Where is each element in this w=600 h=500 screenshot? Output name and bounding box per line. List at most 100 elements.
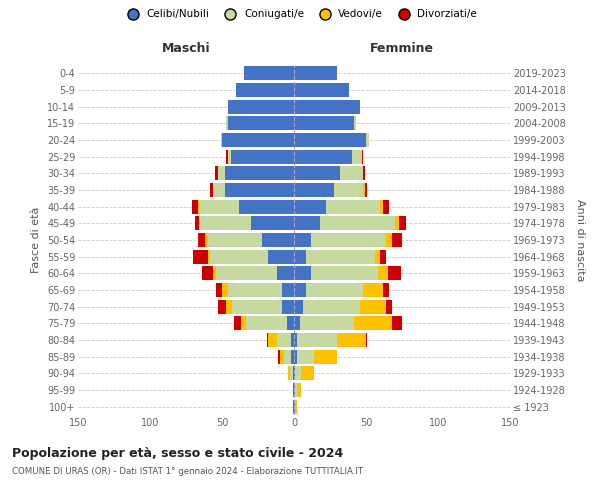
Bar (399, 216, 406, 230)
Bar (383, 283, 389, 297)
Bar (301, 366, 314, 380)
Bar (228, 116, 294, 130)
Bar (194, 216, 199, 230)
Bar (395, 216, 399, 230)
Bar (294, 150, 352, 164)
Bar (202, 266, 214, 280)
Bar (268, 250, 294, 264)
Bar (216, 266, 277, 280)
Bar (278, 350, 280, 364)
Bar (294, 266, 311, 280)
Bar (294, 250, 305, 264)
Bar (293, 400, 294, 414)
Bar (363, 183, 365, 197)
Bar (199, 200, 239, 214)
Bar (294, 350, 297, 364)
Bar (294, 233, 311, 247)
Bar (374, 250, 380, 264)
Bar (288, 366, 290, 380)
Bar (392, 233, 402, 247)
Bar (363, 283, 383, 297)
Bar (228, 100, 294, 114)
Bar (294, 116, 355, 130)
Bar (294, 100, 360, 114)
Bar (214, 183, 225, 197)
Bar (277, 333, 291, 347)
Text: Femmine: Femmine (370, 42, 434, 55)
Bar (225, 166, 294, 180)
Bar (386, 300, 392, 314)
Bar (377, 266, 388, 280)
Bar (222, 283, 228, 297)
Bar (287, 316, 294, 330)
Bar (218, 300, 226, 314)
Bar (380, 250, 386, 264)
Text: Popolazione per età, sesso e stato civile - 2024: Popolazione per età, sesso e stato civil… (12, 448, 343, 460)
Bar (293, 383, 294, 397)
Bar (284, 350, 291, 364)
Bar (226, 300, 232, 314)
Bar (294, 83, 349, 97)
Y-axis label: Fasce di età: Fasce di età (31, 207, 41, 273)
Bar (294, 283, 305, 297)
Bar (290, 366, 293, 380)
Bar (294, 400, 295, 414)
Bar (392, 316, 402, 330)
Bar (218, 166, 225, 180)
Bar (355, 316, 392, 330)
Bar (355, 116, 356, 130)
Bar (283, 283, 294, 297)
Bar (363, 166, 365, 180)
Bar (294, 133, 366, 147)
Bar (294, 216, 320, 230)
Bar (192, 200, 197, 214)
Bar (366, 333, 367, 347)
Bar (222, 133, 294, 147)
Bar (295, 400, 297, 414)
Bar (280, 350, 284, 364)
Bar (311, 233, 386, 247)
Bar (311, 266, 377, 280)
Bar (300, 316, 355, 330)
Bar (366, 133, 369, 147)
Bar (294, 316, 300, 330)
Bar (383, 200, 389, 214)
Bar (208, 233, 262, 247)
Bar (251, 216, 294, 230)
Bar (297, 350, 314, 364)
Bar (295, 366, 301, 380)
Bar (320, 216, 395, 230)
Bar (230, 150, 294, 164)
Bar (215, 166, 218, 180)
Bar (294, 333, 297, 347)
Bar (226, 116, 228, 130)
Bar (297, 383, 301, 397)
Bar (200, 216, 251, 230)
Bar (305, 250, 374, 264)
Bar (365, 183, 367, 197)
Bar (326, 200, 380, 214)
Bar (226, 150, 228, 164)
Bar (221, 133, 222, 147)
Bar (294, 200, 326, 214)
Text: Maschi: Maschi (161, 42, 211, 55)
Bar (293, 366, 294, 380)
Bar (302, 300, 360, 314)
Bar (334, 183, 363, 197)
Legend: Celibi/Nubili, Coniugati/e, Vedovi/e, Divorziati/e: Celibi/Nubili, Coniugati/e, Vedovi/e, Di… (119, 5, 481, 24)
Bar (197, 200, 199, 214)
Bar (291, 333, 294, 347)
Bar (262, 233, 294, 247)
Bar (294, 300, 302, 314)
Bar (386, 233, 392, 247)
Bar (247, 316, 287, 330)
Bar (233, 316, 241, 330)
Bar (277, 266, 294, 280)
Bar (211, 250, 268, 264)
Bar (266, 333, 268, 347)
Bar (294, 383, 295, 397)
Bar (380, 200, 383, 214)
Bar (294, 183, 334, 197)
Bar (362, 150, 363, 164)
Bar (340, 166, 363, 180)
